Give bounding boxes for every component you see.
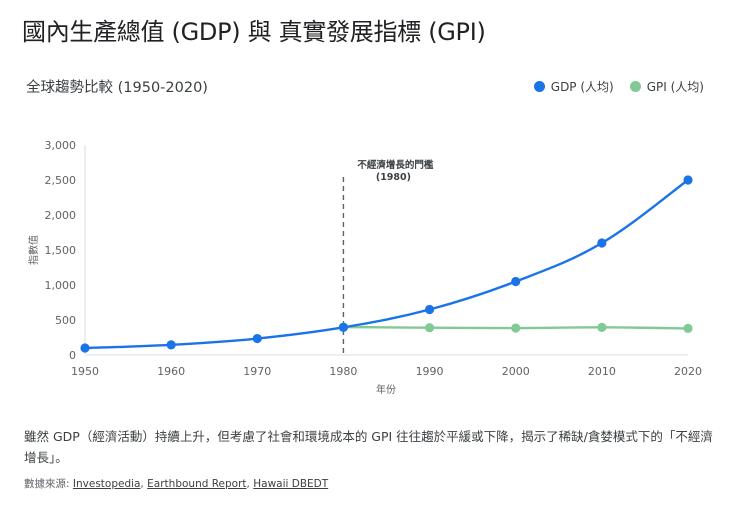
data-point-gdp — [252, 333, 262, 344]
y-tick-label: 0 — [69, 349, 76, 362]
x-tick-label: 2020 — [674, 365, 702, 378]
source-link-earthbound[interactable]: Earthbound Report — [147, 478, 247, 490]
threshold-annotation-label: (1980) — [376, 172, 411, 183]
y-tick-label: 3,000 — [45, 139, 77, 152]
x-tick-label: 1990 — [416, 365, 444, 378]
data-point-gdp — [597, 238, 607, 248]
source-separator: , — [140, 478, 148, 490]
y-tick-label: 2,000 — [45, 209, 77, 222]
data-point-gdp — [338, 322, 349, 332]
legend-item-gdp[interactable]: GDP (人均) — [533, 78, 614, 95]
data-point-gdp — [424, 304, 435, 315]
x-tick-label: 1970 — [243, 365, 271, 378]
x-axis-label: 年份 — [376, 383, 396, 396]
page-title: 國內生產總值 (GDP) 與 真實發展指標 (GPI) — [22, 18, 486, 46]
source-link-hawaii-dbedt[interactable]: Hawaii DBEDT — [253, 478, 329, 490]
y-tick-label: 1,000 — [45, 279, 77, 292]
series-line-gdp — [83, 178, 690, 350]
legend-item-gpi[interactable]: GPI (人均) — [629, 78, 704, 95]
data-point-gpi — [683, 323, 693, 333]
legend-label-gdp: GDP (人均) — [550, 80, 614, 94]
source-line: 數據來源: Investopedia, Earthbound Report, H… — [24, 476, 328, 491]
x-tick-label: 1950 — [71, 365, 99, 378]
chart-footnote: 雖然 GDP（經濟活動）持續上升，但考慮了社會和環境成本的 GPI 往往趨於平緩… — [24, 429, 713, 465]
y-tick-label: 500 — [55, 314, 76, 327]
data-point-gpi — [424, 323, 435, 333]
legend-swatch-gpi — [629, 81, 641, 92]
source-separator: , — [246, 478, 254, 490]
data-point-gdp — [511, 276, 521, 287]
legend-label-gpi: GPI (人均) — [646, 80, 704, 94]
data-point-gdp — [683, 175, 693, 185]
data-point-gdp — [166, 340, 176, 350]
y-tick-label: 2,500 — [45, 174, 77, 187]
x-tick-label: 1980 — [329, 365, 357, 378]
data-point-gdp — [80, 343, 90, 353]
source-link-investopedia[interactable]: Investopedia — [72, 478, 141, 490]
legend-swatch-gdp — [533, 81, 545, 92]
x-tick-label: 2010 — [588, 365, 616, 378]
y-axis-label: 指數值 — [27, 235, 40, 265]
chart-legend: GDP (人均) GPI (人均) — [518, 78, 704, 95]
x-tick-label: 2000 — [502, 365, 530, 378]
source-prefix: 數據來源: — [24, 478, 73, 490]
y-tick-label: 1,500 — [45, 244, 77, 257]
data-point-gpi — [597, 322, 607, 332]
threshold-annotation-label: 不經濟增長的門檻 — [357, 159, 434, 171]
data-point-gpi — [511, 323, 521, 333]
x-tick-label: 1960 — [157, 365, 185, 378]
chart-subtitle: 全球趨勢比較 (1950-2020) — [26, 80, 208, 96]
